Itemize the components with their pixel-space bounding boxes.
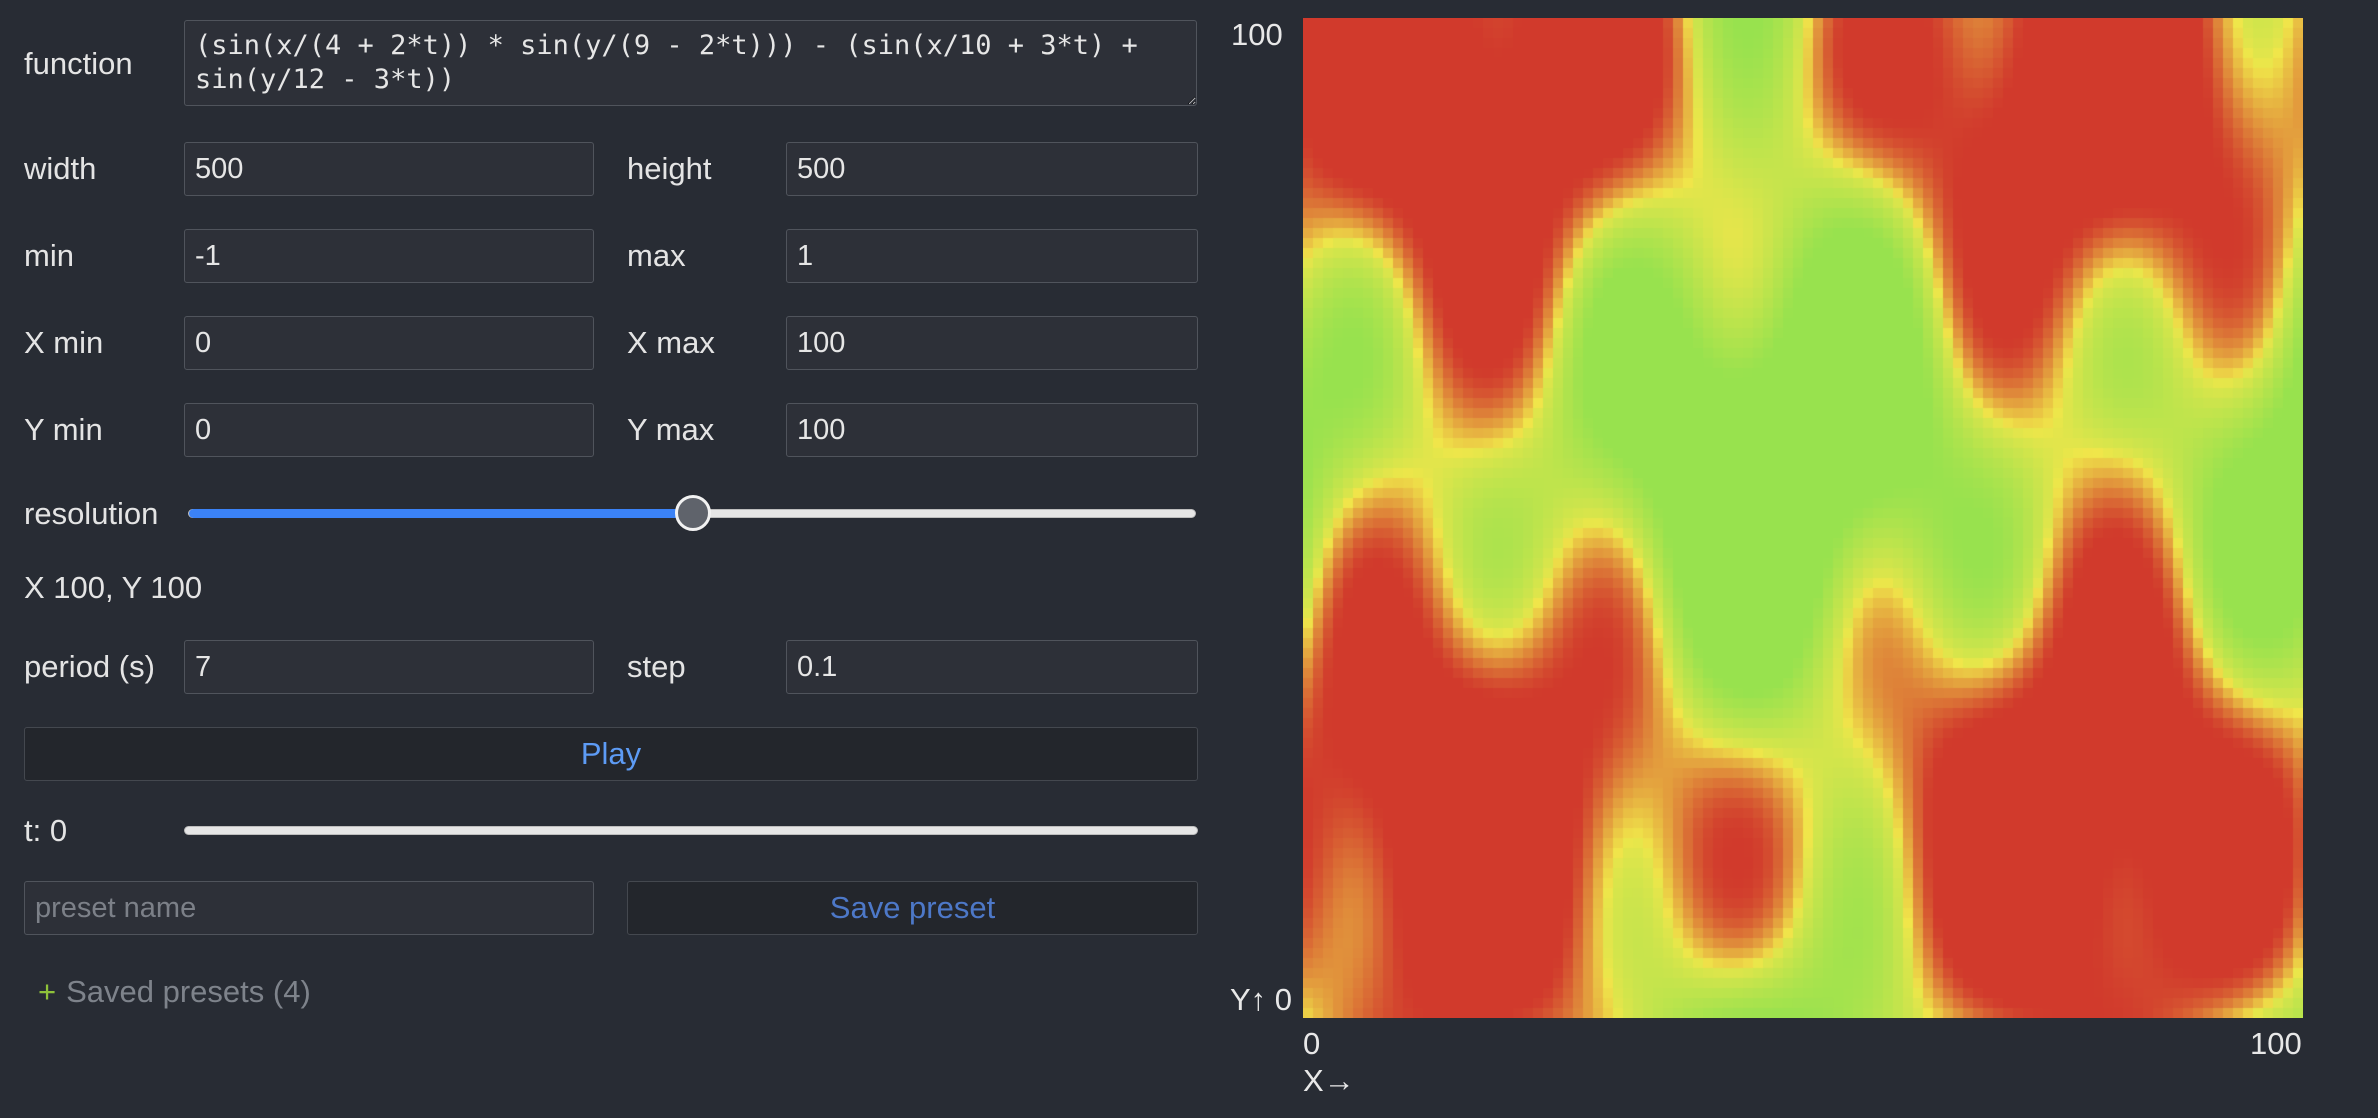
step-input[interactable] bbox=[786, 640, 1198, 694]
save-preset-button[interactable]: Save preset bbox=[627, 881, 1198, 935]
height-input[interactable] bbox=[786, 142, 1198, 196]
x-min-label: X min bbox=[24, 325, 104, 360]
height-label: height bbox=[627, 151, 712, 186]
play-button[interactable]: Play bbox=[24, 727, 1198, 781]
period-input[interactable] bbox=[184, 640, 594, 694]
resolution-slider[interactable] bbox=[188, 495, 1196, 531]
function-label: function bbox=[24, 46, 133, 81]
step-label: step bbox=[627, 649, 686, 684]
plus-icon: + bbox=[38, 974, 57, 1009]
preset-name-input[interactable] bbox=[24, 881, 594, 935]
y-max-label: Y max bbox=[627, 412, 715, 447]
resolution-slider-thumb[interactable] bbox=[675, 495, 711, 531]
x-max-tick: 100 bbox=[2250, 1026, 2302, 1061]
resolution-label: resolution bbox=[24, 496, 159, 531]
x-min-tick: 0 bbox=[1303, 1026, 1321, 1061]
min-label: min bbox=[24, 238, 74, 273]
y-max-tick: 100 bbox=[1231, 17, 1283, 52]
min-input[interactable] bbox=[184, 229, 594, 283]
controls-panel: function (sin(x/(4 + 2*t)) * sin(y/(9 - … bbox=[24, 20, 1198, 1010]
t-label: t: 0 bbox=[24, 813, 68, 848]
x-min-input[interactable] bbox=[184, 316, 594, 370]
x-axis-label: X→ bbox=[1303, 1063, 1355, 1098]
y-min-tick: Y↑ 0 bbox=[1230, 982, 1293, 1017]
saved-presets-toggle[interactable]: + Saved presets (4) bbox=[38, 974, 311, 1010]
period-label: period (s) bbox=[24, 649, 155, 684]
width-input[interactable] bbox=[184, 142, 594, 196]
x-max-label: X max bbox=[627, 325, 715, 360]
t-slider[interactable] bbox=[184, 826, 1198, 835]
heatmap-plot[interactable] bbox=[1303, 18, 2303, 1018]
y-min-label: Y min bbox=[24, 412, 103, 447]
function-input[interactable]: (sin(x/(4 + 2*t)) * sin(y/(9 - 2*t))) - … bbox=[184, 20, 1197, 106]
resolution-slider-fill bbox=[189, 509, 693, 518]
max-label: max bbox=[627, 238, 686, 273]
saved-presets-label: Saved presets (4) bbox=[66, 974, 311, 1009]
x-max-input[interactable] bbox=[786, 316, 1198, 370]
y-max-input[interactable] bbox=[786, 403, 1198, 457]
max-input[interactable] bbox=[786, 229, 1198, 283]
resolution-readout: X 100, Y 100 bbox=[24, 570, 203, 605]
width-label: width bbox=[24, 151, 97, 186]
y-min-input[interactable] bbox=[184, 403, 594, 457]
